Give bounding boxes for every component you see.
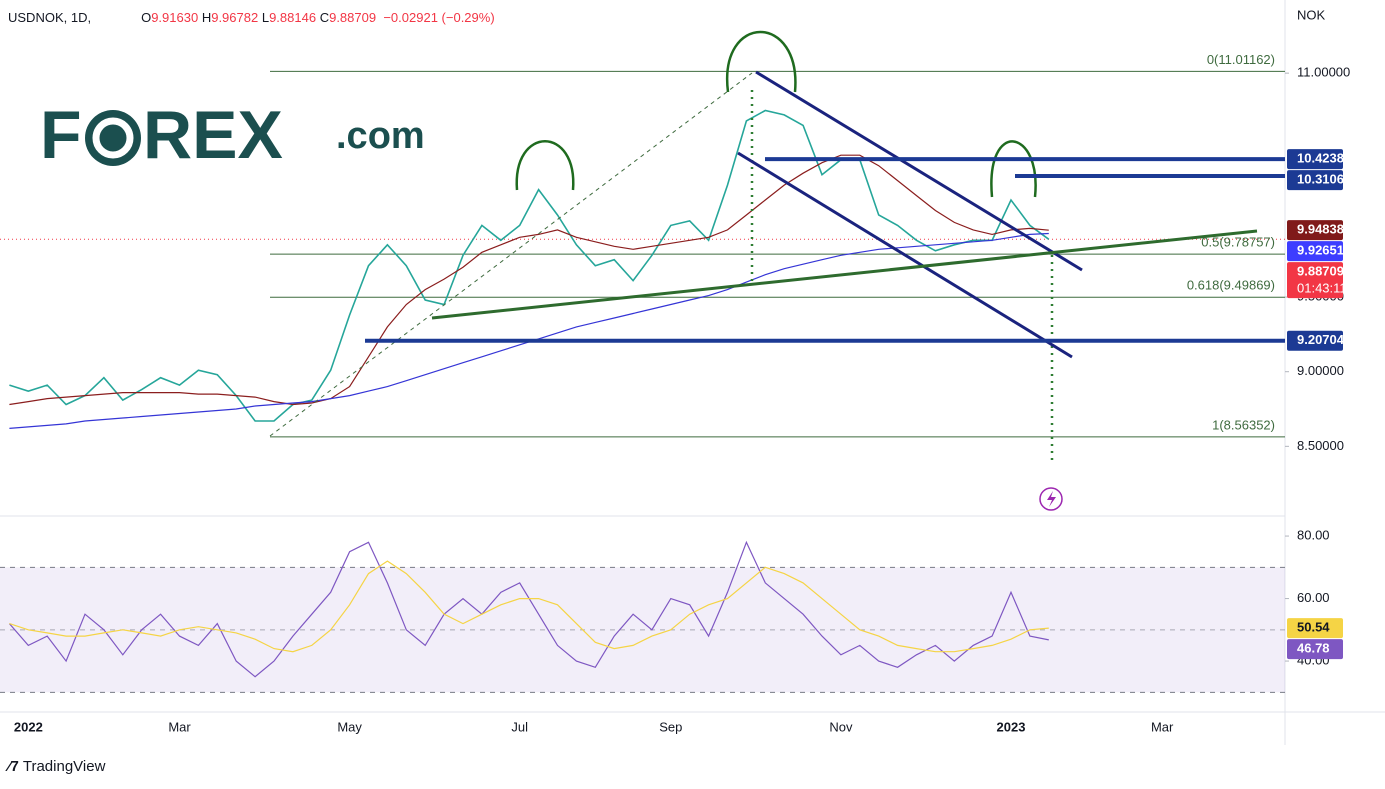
channel-line <box>737 151 1073 359</box>
change: −0.02921 (−0.29%) <box>383 10 495 25</box>
y-tick-label: 80.00 <box>1297 528 1330 543</box>
ohlc-value: 9.88709 <box>329 10 377 25</box>
footer: ⁄7 TradingView <box>8 758 106 775</box>
price-label: 10.31061 <box>1297 172 1351 187</box>
currency: NOK <box>1297 7 1326 22</box>
price-label-box <box>1287 241 1343 262</box>
y-tick-label: 60.00 <box>1297 590 1330 605</box>
ohlc-value: 9.91630 <box>151 10 199 25</box>
ohlc-key: O <box>141 10 152 25</box>
y-tick-label: 11.00000 <box>1297 65 1350 80</box>
ohlc-key: H <box>201 10 212 25</box>
y-tick-label: 9.00000 <box>1297 363 1344 378</box>
series-line <box>9 560 1049 653</box>
price-label-box <box>1287 639 1343 660</box>
logo-text: F <box>40 97 82 173</box>
price-label-box <box>1287 170 1343 191</box>
price-label: 9.20704 <box>1297 332 1345 347</box>
logo-text: REX <box>143 97 283 173</box>
price-label: 9.94838 <box>1297 222 1344 237</box>
trend-line <box>431 229 1258 320</box>
y-tick-label: 8.50000 <box>1297 438 1344 453</box>
fib-label: 0.5(9.78757) <box>1201 235 1275 250</box>
event-icon[interactable] <box>1039 487 1063 511</box>
price-label-box <box>1287 149 1343 170</box>
price-label: 10.42382 <box>1297 151 1351 166</box>
countdown: 01:43:11 <box>1297 281 1347 296</box>
ohlc-key: L <box>261 10 270 25</box>
series-line <box>9 154 1049 406</box>
arc <box>725 30 797 93</box>
x-tick-label: May <box>337 719 362 734</box>
x-tick-label: Mar <box>168 719 191 734</box>
price-label-box <box>1287 220 1343 241</box>
footer-text: TradingView <box>22 758 106 775</box>
fib-label: 1(8.56352) <box>1212 417 1275 432</box>
arc <box>515 140 575 191</box>
price-label: 9.88709 <box>1297 264 1344 279</box>
x-tick-label: 2023 <box>997 719 1026 734</box>
price-label: 9.92651 <box>1297 243 1344 258</box>
ohlc-key: C <box>319 10 330 25</box>
logo-suffix: .com <box>336 115 425 157</box>
x-tick-label: Nov <box>829 719 853 734</box>
price-label-box <box>1287 262 1343 299</box>
x-tick-label: 2022 <box>14 719 43 734</box>
price-label: 50.54 <box>1297 620 1330 635</box>
x-tick-label: Sep <box>659 719 682 734</box>
annotations <box>269 30 1258 511</box>
ohlc: O9.91630 H9.96782 L9.88146 C9.88709 <box>141 10 380 25</box>
logo-coin-ring <box>92 117 134 159</box>
ohlc-value: 9.96782 <box>211 10 259 25</box>
channel-line <box>755 70 1083 272</box>
series-line <box>9 109 1050 422</box>
fib-label: 0.618(9.49869) <box>1187 278 1275 293</box>
price-label-box <box>1287 618 1343 639</box>
event-bolt <box>1047 491 1056 507</box>
fib-label: 0(11.01162) <box>1207 52 1275 67</box>
legend-header: USDNOK, 1D, O9.91630 H9.96782 L9.88146 C9… <box>8 10 495 25</box>
symbol: USDNOK, 1D, <box>8 10 92 25</box>
logo: F REX .com <box>40 97 425 173</box>
x-tick-label: Jul <box>511 719 528 734</box>
price-label: 46.78 <box>1297 641 1330 656</box>
ohlc-value: 9.88146 <box>269 10 317 25</box>
x-tick-label: Mar <box>1151 719 1174 734</box>
price-label-box <box>1287 330 1343 351</box>
